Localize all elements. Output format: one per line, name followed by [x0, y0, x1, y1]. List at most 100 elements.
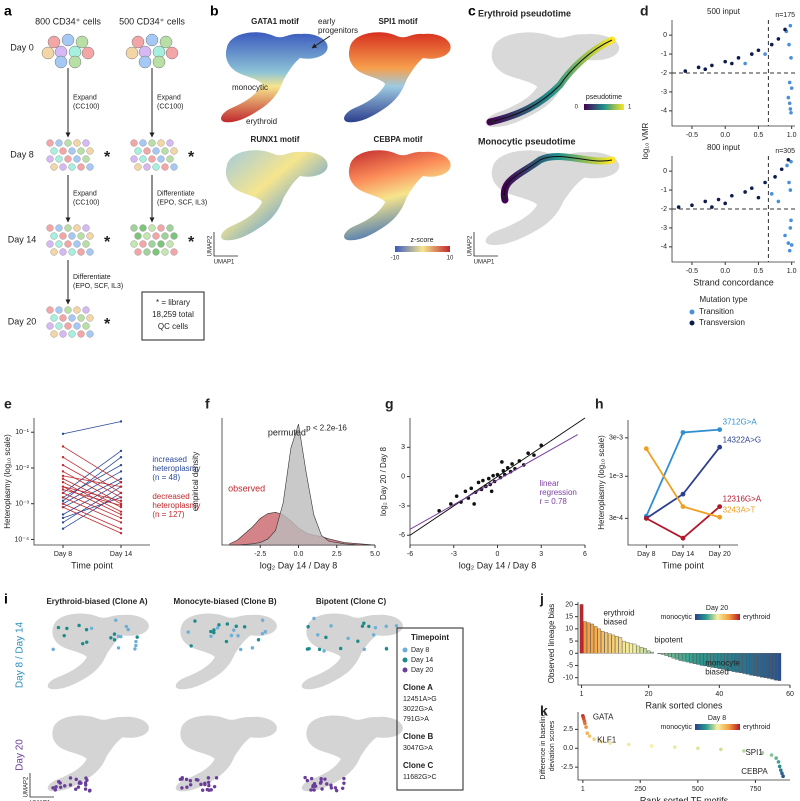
umap-embedding [175, 613, 277, 690]
cell [125, 46, 139, 60]
annotation: heteroplasmy [152, 501, 200, 510]
cell [54, 55, 68, 69]
label: (CC100) [73, 199, 99, 206]
label: Clone A [403, 683, 433, 692]
point [119, 504, 123, 507]
cell-dot [76, 785, 81, 789]
annotation: biased [603, 618, 627, 627]
cell [55, 306, 63, 314]
umap-embedding [301, 715, 403, 792]
cell [68, 314, 76, 322]
cell-dot [256, 638, 261, 642]
bar [625, 642, 630, 654]
cell-dot [56, 625, 61, 630]
point [756, 48, 761, 53]
cell [166, 139, 174, 147]
y-tick-label: 0 [663, 168, 667, 175]
cell-dot [212, 784, 217, 789]
cell-dot [124, 624, 129, 629]
bar [777, 653, 782, 681]
point [787, 42, 791, 47]
bar [759, 653, 764, 678]
cell-dot [312, 616, 316, 621]
annotation: bipotent [654, 635, 683, 644]
bar [611, 634, 616, 654]
cell [50, 314, 58, 322]
bar [721, 653, 725, 670]
point [119, 513, 123, 516]
bar [678, 653, 683, 661]
cell [166, 240, 174, 248]
series-line [645, 428, 720, 517]
y-tick-label: 1e-3 [609, 473, 623, 480]
cell [46, 224, 54, 232]
label: Clone C [403, 761, 433, 770]
cell-dot [320, 787, 324, 791]
point [717, 427, 723, 432]
annotation: erythroid [603, 609, 634, 618]
cell-dot [215, 626, 220, 630]
point [787, 180, 791, 185]
point [61, 491, 65, 495]
x-axis-label: log₂ Day 14 / Day 8 [260, 560, 338, 570]
label: z-score [411, 237, 434, 244]
label: Day 20 [706, 605, 728, 612]
cell [139, 224, 147, 232]
point [717, 514, 723, 520]
cell-dot [51, 647, 55, 652]
series-label: 14322A>G [723, 435, 761, 444]
point [763, 52, 767, 56]
point [119, 521, 123, 524]
axis-line [671, 156, 795, 263]
point [119, 470, 123, 473]
cell-dot [68, 776, 73, 780]
point [742, 749, 746, 753]
label: Day 8 / Day 14 [15, 621, 26, 688]
density-area [229, 423, 375, 546]
point [781, 774, 785, 779]
umap-embedding [344, 150, 451, 241]
point [788, 226, 793, 230]
x-tick-label: -6 [407, 551, 413, 558]
cell [130, 240, 138, 248]
bar [692, 653, 697, 664]
cell-dot [217, 623, 221, 627]
point [773, 175, 777, 179]
x-axis-label: Rank sorted clones [645, 700, 723, 710]
cell [152, 147, 160, 155]
point [532, 453, 536, 457]
cell [82, 155, 90, 163]
cell-dot [193, 619, 197, 623]
label: monocytic [232, 83, 268, 92]
label: 791G>A [403, 716, 429, 723]
x-tick-label: 1 [581, 786, 585, 793]
point [710, 63, 714, 68]
cell-dot [209, 788, 213, 792]
x-axis-label: Strand concordance [693, 277, 774, 287]
x-tick-label: 0.0 [720, 132, 730, 139]
point [486, 476, 491, 481]
cell [46, 139, 54, 147]
cell [50, 248, 58, 256]
label: UMAP2 [468, 235, 474, 256]
cell [64, 240, 72, 248]
cell [138, 55, 152, 69]
point [61, 513, 65, 516]
label: Day 20 [15, 739, 26, 771]
x-tick-label: 1 [580, 691, 584, 698]
axis-line [577, 712, 790, 781]
label: * = library [156, 298, 190, 307]
cell-dot [209, 634, 213, 638]
point [776, 760, 781, 764]
point [716, 197, 721, 202]
label: UMAP1 [474, 260, 495, 266]
label: Bipotent (Clone C) [316, 597, 387, 606]
series-label: permuted [268, 428, 306, 438]
cell [82, 306, 90, 314]
point [61, 496, 65, 499]
x-tick-label: 750 [750, 786, 762, 793]
y-tick-label: -1 [661, 187, 667, 194]
cell [64, 306, 72, 314]
bar [749, 653, 753, 676]
